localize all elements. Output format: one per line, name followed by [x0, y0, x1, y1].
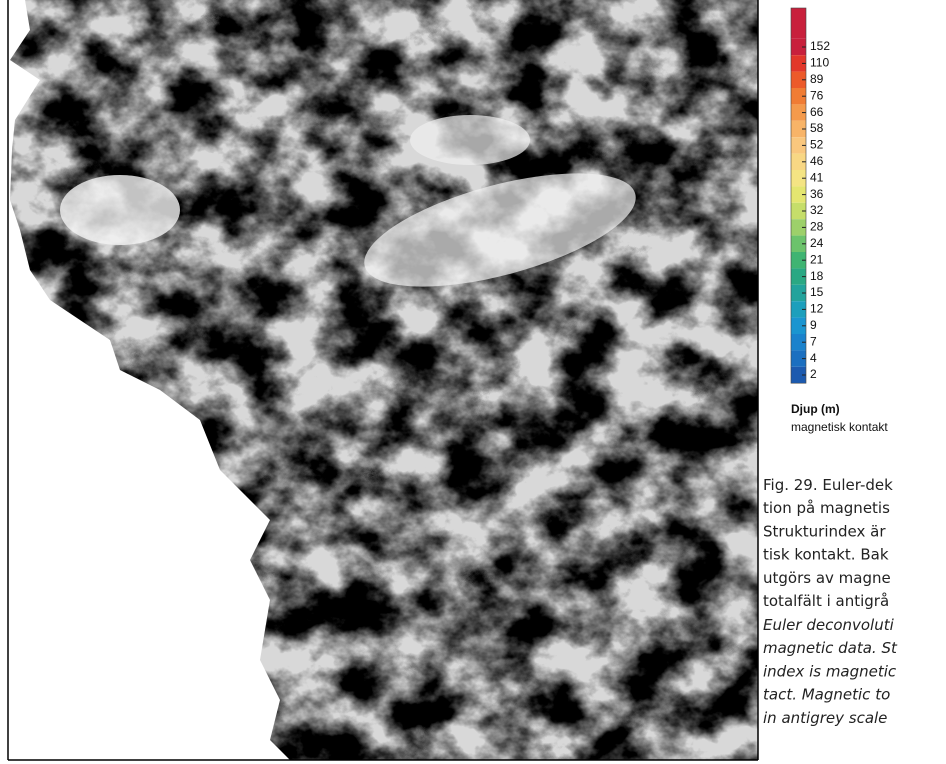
map-image	[0, 0, 758, 764]
caption-line: Strukturindex är	[763, 522, 886, 540]
legend-label: 28	[810, 220, 824, 234]
caption: Fig. 29. Euler-dek tion på magnetis Strukt…	[763, 476, 898, 727]
legend-label: 2	[810, 367, 817, 381]
caption-line-english: magnetic data. St	[763, 639, 898, 657]
caption-line-english: in antigrey scale	[763, 709, 887, 727]
legend-label: 89	[810, 72, 824, 86]
caption-line: Fig. 29. Euler-dek	[763, 476, 893, 494]
figure: 152 110 89 76 66 58 52 46 41 36 32 28 24 21 18 15 12 9 7 4 2…	[0, 0, 946, 764]
caption-line-english: tact. Magnetic to	[763, 686, 890, 704]
legend: 152 110 89 76 66 58 52 46 41 36 32 28 24 21 18 15 12 9 7 4 2	[791, 8, 830, 383]
caption-line-english: index is magnetic	[763, 662, 897, 680]
legend-label: 52	[810, 138, 824, 152]
legend-label: 66	[810, 105, 824, 119]
legend-label: 18	[810, 269, 824, 283]
legend-label: 46	[810, 154, 824, 168]
caption-line-english: Euler deconvoluti	[763, 616, 895, 634]
legend-label: 9	[810, 318, 817, 332]
legend-label: 58	[810, 121, 824, 135]
legend-label: 36	[810, 187, 824, 201]
legend-label: 12	[810, 302, 824, 316]
legend-label: 7	[810, 334, 817, 348]
legend-label: 41	[810, 170, 824, 184]
legend-label: 21	[810, 252, 824, 266]
legend-subtitle: magnetisk kontakt	[791, 420, 888, 434]
legend-label: 76	[810, 88, 824, 102]
legend-label: 110	[810, 56, 829, 70]
caption-line: utgörs av magne	[763, 569, 891, 587]
legend-label: 4	[810, 351, 817, 365]
legend-title: Djup (m)	[791, 402, 840, 416]
legend-label: 152	[810, 39, 830, 53]
caption-line: tisk kontakt. Bak	[763, 546, 889, 564]
legend-label: 15	[810, 285, 824, 299]
caption-line: tion på magnetis	[763, 499, 890, 517]
legend-label: 24	[810, 236, 824, 250]
caption-line: totalfält i antigrå	[763, 592, 889, 610]
page: 152 110 89 76 66 58 52 46 41 36 32 28 24 21 18 15 12 9 7 4 2…	[0, 0, 946, 764]
legend-top-cap	[791, 8, 806, 39]
legend-label: 32	[810, 203, 824, 217]
